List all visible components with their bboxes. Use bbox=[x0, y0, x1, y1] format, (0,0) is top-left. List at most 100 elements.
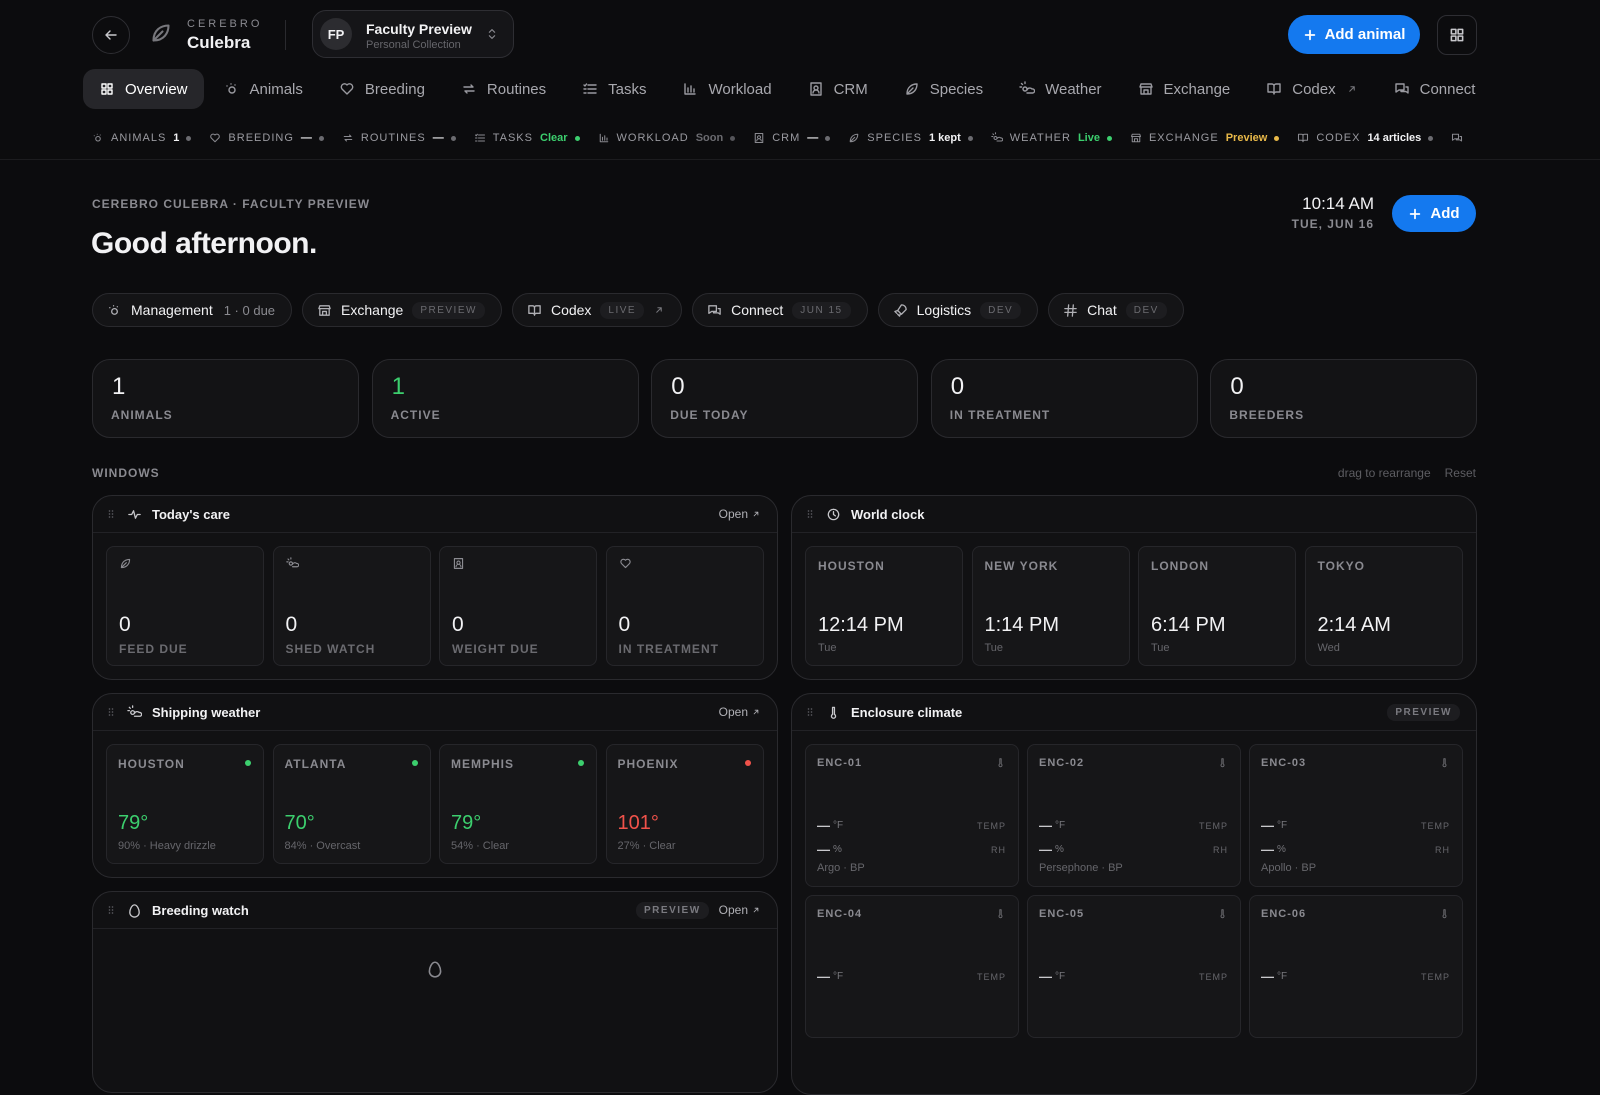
icon-shape bbox=[807, 708, 813, 716]
reading-unit: % bbox=[1055, 844, 1064, 855]
reset-button[interactable]: Reset bbox=[1444, 466, 1476, 480]
quick-link-tag: LIVE bbox=[600, 301, 645, 319]
add-button[interactable]: Add bbox=[1392, 195, 1476, 232]
reading: — °F TEMP bbox=[1261, 818, 1450, 833]
reading-value: — bbox=[817, 818, 830, 833]
clock-time: 12:14 PM bbox=[818, 614, 904, 636]
nav-item[interactable]: Connect bbox=[1378, 69, 1483, 109]
add-animal-button[interactable]: Add animal bbox=[1288, 15, 1420, 54]
nav-item[interactable]: Animals bbox=[208, 69, 319, 109]
icon-shape bbox=[129, 903, 140, 918]
status-dot bbox=[318, 135, 324, 141]
weather-temp: 79° bbox=[118, 812, 149, 834]
quick-link[interactable]: Logistics DEV bbox=[877, 293, 1039, 327]
window-title: Shipping weather bbox=[152, 704, 261, 720]
icon-shape bbox=[428, 961, 442, 978]
icon bbox=[619, 558, 631, 569]
reading-label: RH bbox=[1213, 844, 1228, 855]
status-label: WORKLOAD bbox=[616, 132, 689, 144]
icon-shape bbox=[583, 83, 597, 94]
tile: NEW YORK 1:14 PM Tue bbox=[971, 546, 1130, 666]
layout-button[interactable] bbox=[1437, 15, 1477, 55]
icon bbox=[1064, 303, 1077, 317]
status-dot bbox=[1428, 135, 1434, 141]
nav-item[interactable]: Exchange bbox=[1122, 69, 1247, 109]
care-label: SHED WATCH bbox=[285, 642, 376, 656]
nav-item[interactable]: CRM bbox=[792, 69, 884, 109]
icon bbox=[1348, 86, 1355, 92]
icon-shape bbox=[998, 758, 1003, 768]
icon bbox=[528, 304, 541, 316]
window-title: Enclosure climate bbox=[851, 704, 963, 720]
icon-shape bbox=[1220, 909, 1225, 919]
status-dot bbox=[186, 135, 192, 141]
icon-shape bbox=[108, 510, 114, 518]
icon-shape bbox=[830, 706, 837, 719]
window-open[interactable]: Open bbox=[719, 705, 761, 719]
nav-item[interactable]: Species bbox=[888, 69, 999, 109]
status-value: — bbox=[432, 132, 444, 144]
status-value: Live bbox=[1077, 132, 1100, 144]
reading-value: — bbox=[817, 969, 830, 984]
nav-label: Overview bbox=[125, 80, 188, 98]
weather-temp: 70° bbox=[284, 812, 315, 834]
icon bbox=[1138, 83, 1153, 95]
nav-label: Workload bbox=[708, 80, 772, 98]
enclosure-id: ENC-02 bbox=[1039, 757, 1085, 769]
weather-detail: 54% · Clear bbox=[451, 840, 510, 852]
icon bbox=[108, 708, 114, 716]
icon bbox=[108, 510, 114, 518]
nav-label: Codex bbox=[1292, 80, 1336, 98]
icon bbox=[1442, 909, 1447, 919]
icon bbox=[127, 704, 142, 717]
eyebrow: CEREBRO CULEBRA · FACULTY PREVIEW bbox=[92, 197, 371, 211]
window-open[interactable]: Open bbox=[719, 903, 761, 917]
icon-shape bbox=[105, 30, 117, 40]
icon-shape bbox=[1220, 758, 1225, 768]
avatar: FP bbox=[320, 18, 352, 50]
nav-item[interactable]: Codex bbox=[1250, 69, 1373, 109]
icon-shape bbox=[1410, 208, 1421, 219]
nav-item[interactable]: Weather bbox=[1003, 69, 1117, 109]
nav-item[interactable]: Routines bbox=[445, 69, 562, 109]
nav-item[interactable]: Breeding bbox=[323, 69, 441, 109]
icon bbox=[1442, 758, 1447, 768]
icon-shape bbox=[619, 558, 631, 569]
nav-item[interactable]: Workload bbox=[666, 69, 787, 109]
quick-link-label: Codex bbox=[550, 302, 592, 318]
nav-item[interactable]: Overview bbox=[83, 69, 204, 109]
quick-link[interactable]: Codex LIVE bbox=[511, 293, 683, 327]
nav-label: Breeding bbox=[364, 80, 425, 98]
icon bbox=[1452, 133, 1463, 142]
icon bbox=[753, 511, 759, 517]
weather-temp: 79° bbox=[451, 812, 482, 834]
stat-card: 0 IN TREATMENT bbox=[930, 359, 1198, 438]
icon-shape bbox=[1442, 909, 1447, 919]
clock-time: 1:14 PM bbox=[984, 614, 1059, 636]
icon-shape bbox=[488, 29, 496, 39]
icon bbox=[120, 558, 131, 569]
quick-link[interactable]: Exchange PREVIEW bbox=[302, 293, 502, 327]
back-button[interactable] bbox=[92, 16, 130, 54]
weather-status-dot bbox=[744, 760, 751, 766]
quick-link[interactable]: Management 1 · 0 due bbox=[92, 293, 293, 327]
icon bbox=[343, 134, 353, 142]
icon-shape bbox=[127, 704, 142, 717]
icon bbox=[109, 304, 118, 315]
status-label: TASKS bbox=[492, 132, 533, 144]
icon-shape bbox=[528, 304, 541, 316]
workspace-switcher[interactable]: FP Faculty Preview Personal Collection bbox=[312, 10, 514, 58]
icon bbox=[807, 510, 813, 518]
window-open[interactable]: Open bbox=[719, 507, 761, 521]
window-badge: PREVIEW bbox=[1387, 703, 1460, 721]
quick-link[interactable]: Chat DEV bbox=[1048, 293, 1184, 327]
icon bbox=[990, 132, 1003, 142]
icon bbox=[101, 83, 113, 95]
nav-item[interactable]: Tasks bbox=[566, 69, 662, 109]
icon bbox=[105, 30, 117, 40]
tile: ENC-06 — °F TEMP bbox=[1249, 895, 1463, 1038]
quick-link[interactable]: Connect JUN 15 bbox=[692, 293, 868, 327]
icon bbox=[225, 83, 236, 94]
tile: 0 WEIGHT DUE bbox=[439, 546, 597, 666]
reading: —% RH bbox=[817, 842, 1006, 857]
